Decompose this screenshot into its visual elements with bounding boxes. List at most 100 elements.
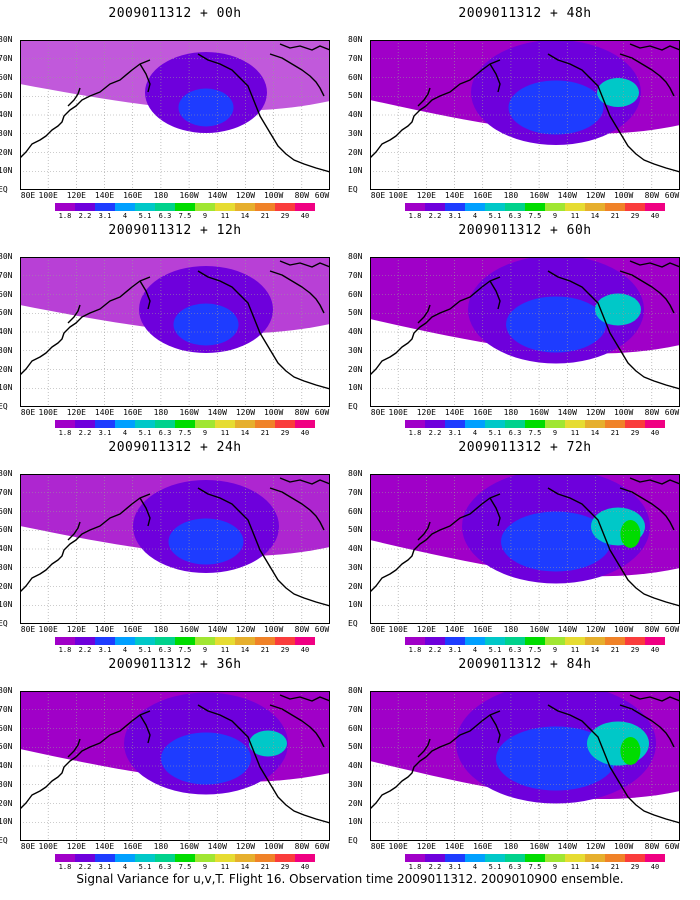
- colorbar-swatch: [505, 637, 525, 645]
- colorbar-label: 5.1: [138, 863, 152, 871]
- colorbar-label: 9: [552, 863, 558, 871]
- colorbar-swatch: [255, 637, 275, 645]
- colorbar-swatch: [255, 203, 275, 211]
- longitude-label: 100W: [263, 842, 284, 851]
- colorbar-label: 40: [650, 429, 660, 437]
- latitude-label: 60N: [0, 723, 13, 733]
- colorbar-swatch: [75, 420, 95, 428]
- colorbar-swatch: [195, 637, 215, 645]
- coastline: [197, 53, 330, 173]
- latitude-label: 10N: [0, 817, 13, 827]
- longitude-label: 60W: [314, 191, 330, 200]
- colorbar-swatch: [445, 854, 465, 862]
- longitude-label: 60W: [664, 191, 680, 200]
- colorbar-swatch: [275, 854, 295, 862]
- colorbar-label: 21: [610, 863, 620, 871]
- coastline: [629, 477, 680, 485]
- coastline: [197, 270, 330, 390]
- colorbar-swatch: [585, 420, 605, 428]
- longitude-label: 100E: [388, 625, 408, 634]
- colorbar-label: 14: [590, 646, 600, 654]
- latitude-label: 30N: [0, 562, 13, 572]
- latitude-labels: 80N 70N 60N 50N 40N 30N 20N 10N EQ: [0, 253, 22, 413]
- colorbar-label: 4: [472, 212, 478, 220]
- colorbar-swatch: [565, 854, 585, 862]
- latitude-labels: 80N 70N 60N 50N 40N 30N 20N 10N EQ: [348, 470, 372, 630]
- colorbar-swatch: [485, 854, 505, 862]
- latitude-label: 50N: [348, 308, 363, 318]
- latitude-labels: 80N 70N 60N 50N 40N 30N 20N 10N EQ: [0, 470, 22, 630]
- colorbar: [405, 637, 665, 645]
- colorbar-label: 14: [240, 863, 250, 871]
- colorbar-label: 7.5: [178, 212, 192, 220]
- colorbar-swatch: [195, 203, 215, 211]
- longitude-labels: 80E 100E 120E 140E 160E 180 160W 140W 120W 100W 80…: [370, 842, 680, 852]
- variance-map: [370, 691, 680, 841]
- map-panel: 2009011312 + 00h 80N 70N 60N 50N 40N 30N 20N 10N…: [0, 0, 350, 220]
- colorbar-label: 29: [280, 429, 290, 437]
- colorbar-label: 4: [122, 646, 128, 654]
- colorbar-swatch: [235, 420, 255, 428]
- latitude-label: 60N: [0, 506, 13, 516]
- latitude-label: 10N: [0, 166, 13, 176]
- colorbar-swatch: [565, 203, 585, 211]
- longitude-label: 120W: [235, 842, 256, 851]
- latitude-label: 40N: [0, 761, 13, 770]
- variance-blob: [506, 296, 606, 353]
- variance-map: [370, 474, 680, 624]
- panel-title: 2009011312 + 12h: [108, 223, 242, 238]
- latitude-labels: 80N 70N 60N 50N 40N 30N 20N 10N EQ: [348, 687, 372, 847]
- latitude-label: 60N: [348, 72, 363, 82]
- coastline: [67, 304, 81, 324]
- latitude-label: 10N: [0, 383, 13, 393]
- colorbar-swatch: [485, 637, 505, 645]
- variance-field: [20, 474, 330, 573]
- colorbar-label: 4: [122, 429, 128, 437]
- latitude-label: EQ: [0, 619, 8, 628]
- latitude-label: EQ: [348, 619, 358, 628]
- coastline: [547, 53, 680, 173]
- longitude-label: 180: [503, 191, 519, 200]
- colorbar-label: 11: [220, 212, 230, 220]
- colorbar-label: 6.3: [508, 212, 522, 220]
- colorbar-swatch: [645, 637, 665, 645]
- colorbar-swatch: [175, 637, 195, 645]
- longitude-label: 160W: [179, 191, 199, 200]
- colorbar-swatch: [485, 203, 505, 211]
- colorbar-swatch: [505, 420, 525, 428]
- colorbar-label: 40: [650, 863, 660, 871]
- latitude-label: 40N: [0, 110, 13, 119]
- colorbar-swatch: [445, 203, 465, 211]
- latitude-label: 80N: [348, 252, 363, 261]
- longitude-label: 160E: [123, 408, 143, 417]
- colorbar-label: 6.3: [508, 646, 522, 654]
- colorbar-label: 7.5: [178, 646, 192, 654]
- longitude-label: 120E: [416, 191, 436, 200]
- colorbar-label: 11: [570, 212, 580, 220]
- map-panel: 2009011312 + 72h 80N 70N 60N 50N 40N 30N 20N 10N…: [348, 434, 700, 654]
- longitude-label: 80W: [644, 842, 660, 851]
- latitude-labels: 80N 70N 60N 50N 40N 30N 20N 10N EQ: [348, 252, 372, 413]
- colorbar-swatch: [485, 420, 505, 428]
- map-panel: 2009011312 + 84h 80N 70N 60N 50N 40N 30N 20N 10N…: [348, 651, 700, 871]
- latitude-labels: 80N 70N 60N 50N 40N 30N 20N 10N EQ: [348, 36, 372, 196]
- colorbar-swatch: [155, 203, 175, 211]
- longitude-label: 140W: [557, 191, 577, 200]
- colorbar-label: 40: [300, 863, 310, 871]
- coastline: [370, 59, 501, 159]
- colorbar-swatch: [585, 637, 605, 645]
- colorbar-swatch: [585, 203, 605, 211]
- longitude-label: 160E: [123, 191, 143, 200]
- latitude-label: 70N: [0, 270, 13, 280]
- colorbar-label: 29: [280, 863, 290, 871]
- colorbar-swatch: [545, 637, 565, 645]
- longitude-label: 120E: [416, 408, 436, 417]
- colorbar-label: 9: [202, 646, 208, 654]
- latitude-label: 70N: [0, 53, 13, 63]
- coastline: [139, 63, 151, 93]
- longitude-label: 100E: [388, 842, 408, 851]
- longitude-labels: 80E 100E 120E 140E 160E 180 160W 140W 120W 100W 80…: [370, 408, 680, 418]
- colorbar-labels: 1.8 2.2 3.1 4 5.1 6.3 7.5 9 11 14 21 29 40: [405, 212, 665, 220]
- colorbar-label: 6.3: [158, 212, 172, 220]
- variance-blob: [161, 732, 251, 785]
